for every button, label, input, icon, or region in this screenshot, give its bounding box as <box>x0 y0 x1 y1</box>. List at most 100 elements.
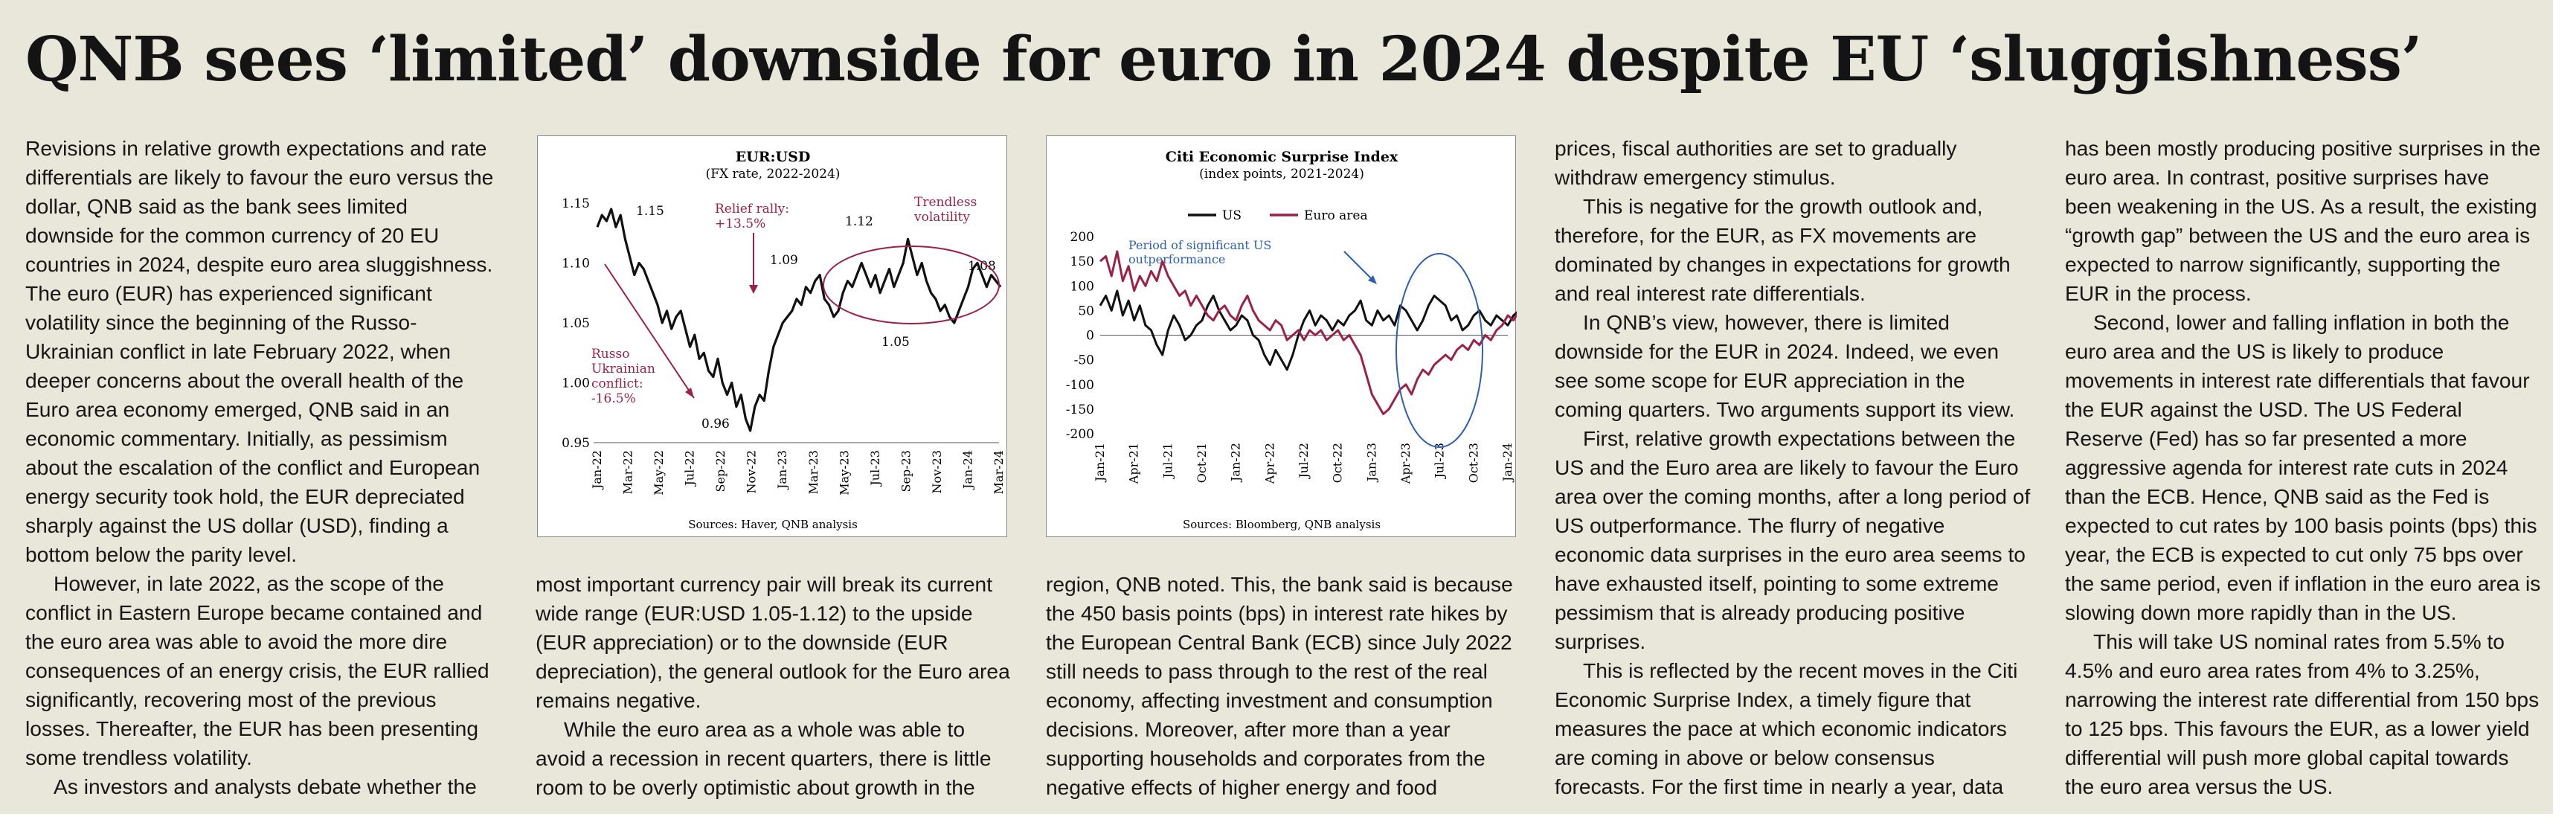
ukrainian-label: Ukrainian <box>591 362 655 376</box>
newspaper-page: QNB sees ‘limited’ downside for euro in … <box>0 0 2553 814</box>
x-tick-label: Oct-22 <box>1331 443 1345 483</box>
x-tick-label: Apr-23 <box>1398 443 1413 484</box>
paragraph: First, relative growth expectations betw… <box>1555 426 2031 653</box>
x-tick-label: Jan-24 <box>1500 443 1515 483</box>
chart-title: Citi Economic Surprise Index <box>1166 149 1398 165</box>
outperformance-arrowhead <box>1368 275 1377 284</box>
paragraph: As investors and analysts debate whether… <box>54 774 477 798</box>
y-tick-label: 200 <box>1070 230 1094 245</box>
chart-subtitle: (index points, 2021-2024) <box>1199 167 1364 182</box>
y-tick-label: 50 <box>1078 304 1094 318</box>
conflict-label: conflict: <box>591 376 643 391</box>
label-1-05: 1.05 <box>881 335 910 350</box>
paragraph: region, QNB noted. This, the bank said i… <box>1046 572 1513 799</box>
y-tick-label: 0.95 <box>562 436 590 451</box>
x-axis-ticks: Jan-21 Apr-21 Jul-21 Oct-21 Jan-22 Apr-22 Jul-… <box>1093 443 1515 484</box>
citi-surprise-chart-svg: Citi Economic Surprise Index (index poin… <box>1066 149 1517 531</box>
x-tick-label: Nov-23 <box>930 450 944 493</box>
x-tick-label: Jul-23 <box>868 450 882 487</box>
citi-surprise-chart: Citi Economic Surprise Index (index poin… <box>1046 135 1517 537</box>
label-1-08: 1.08 <box>968 259 996 274</box>
y-tick-label: 150 <box>1070 254 1094 269</box>
y-axis-ticks: 0.95 1.00 1.05 1.10 1.15 <box>562 196 590 451</box>
article-column-5: has been mostly producing positive surpr… <box>2065 134 2541 801</box>
y-tick-label: -50 <box>1074 353 1094 368</box>
x-tick-label: Apr-21 <box>1127 443 1141 484</box>
x-tick-label: Jul-21 <box>1160 443 1175 480</box>
label-0-96: 0.96 <box>701 417 730 432</box>
chart-subtitle: (FX rate, 2022-2024) <box>706 167 841 182</box>
label-1-15-peak: 1.15 <box>636 204 664 219</box>
paragraph: In QNB’s view, however, there is limited… <box>1555 310 2015 421</box>
x-tick-label: Oct-21 <box>1195 443 1209 483</box>
x-tick-label: Jan-21 <box>1093 443 1107 483</box>
volatility-label: volatility <box>913 210 970 225</box>
x-tick-label: May-23 <box>837 450 851 495</box>
x-tick-label: Jan-23 <box>775 450 789 490</box>
y-tick-label: 100 <box>1070 279 1094 294</box>
y-tick-label: 1.05 <box>562 316 590 331</box>
paragraph: However, in late 2022, as the scope of t… <box>25 571 489 769</box>
eurusd-series-line <box>596 208 1002 432</box>
paragraph: most important currency pair will break … <box>536 572 1010 712</box>
x-tick-label: Mar-24 <box>992 450 1006 494</box>
paragraph: Second, lower and falling inflation in b… <box>2065 310 2541 624</box>
euro-area-series-line <box>1099 250 1517 415</box>
y-tick-label: 1.15 <box>562 196 590 211</box>
eurusd-chart: EUR:USD (FX rate, 2022-2024) 0.95 1.00 1.0… <box>537 135 1007 537</box>
recent-reversal-ellipse <box>1395 253 1483 448</box>
eurusd-chart-svg: EUR:USD (FX rate, 2022-2024) 0.95 1.00 1.0… <box>562 149 1006 531</box>
x-tick-label: Jan-23 <box>1364 443 1378 483</box>
outperformance-arrow <box>1343 251 1375 282</box>
x-tick-label: Sep-23 <box>899 450 913 492</box>
x-tick-label: Apr-22 <box>1262 443 1276 484</box>
chart-source: Sources: Haver, QNB analysis <box>688 518 858 531</box>
relief-rally-label: Relief rally: <box>715 202 789 216</box>
y-tick-label: 0 <box>1086 329 1094 344</box>
article-column-1: Revisions in relative growth expectation… <box>25 134 501 801</box>
conflict-arrowhead <box>685 388 694 398</box>
article-column-3: region, QNB noted. This, the bank said i… <box>1046 570 1522 802</box>
y-tick-label: -200 <box>1066 427 1094 442</box>
x-tick-label: Mar-23 <box>806 450 820 494</box>
russo-label: Russo <box>591 347 629 362</box>
x-tick-label: Nov-22 <box>745 450 759 493</box>
chart-source: Sources: Bloomberg, QNB analysis <box>1183 518 1381 531</box>
article-column-4: prices, fiscal authorities are set to gr… <box>1555 134 2031 801</box>
paragraph: This is negative for the growth outlook … <box>1555 194 2011 305</box>
trendless-label: Trendless <box>914 195 977 210</box>
paragraph: This is reflected by the recent moves in… <box>1555 658 2018 798</box>
y-tick-label: 1.10 <box>562 257 590 272</box>
paragraph: has been mostly producing positive surpr… <box>2065 136 2541 305</box>
x-tick-label: Jul-23 <box>1433 443 1447 480</box>
paragraph: This will take US nominal rates from 5.5… <box>2065 629 2540 798</box>
us-outperformance-label: Period of significant US <box>1128 238 1271 252</box>
article-column-2: most important currency pair will break … <box>536 570 1012 802</box>
legend-label-us: US <box>1222 208 1242 223</box>
y-tick-label: 1.00 <box>562 376 590 391</box>
legend-label-euro: Euro area <box>1304 208 1368 223</box>
y-axis-ticks: 200 150 100 50 0 -50 -100 -150 -200 <box>1066 230 1094 442</box>
y-tick-label: -150 <box>1066 402 1094 417</box>
x-tick-label: Jan-24 <box>960 450 974 490</box>
trendless-ellipse <box>823 246 1000 324</box>
y-tick-label: -100 <box>1066 378 1094 393</box>
conflict-arrow <box>604 263 695 399</box>
x-tick-label: Jul-22 <box>1297 443 1311 480</box>
rally-arrowhead <box>749 285 758 294</box>
paragraph: Revisions in relative growth expectation… <box>25 136 494 566</box>
chart-title: EUR:USD <box>736 149 811 165</box>
paragraph: prices, fiscal authorities are set to gr… <box>1555 136 1957 189</box>
x-tick-label: Jan-22 <box>1229 443 1243 483</box>
label-1-09: 1.09 <box>770 253 798 268</box>
x-tick-label: Jul-22 <box>683 450 697 487</box>
us-outperformance-label-2: outperformance <box>1128 252 1225 266</box>
label-1-12: 1.12 <box>845 214 873 229</box>
us-series-line <box>1099 289 1517 371</box>
x-tick-label: May-22 <box>652 450 666 495</box>
x-tick-label: Jan-22 <box>590 450 604 490</box>
x-tick-label: Sep-22 <box>713 450 727 492</box>
conflict-value: -16.5% <box>591 391 636 406</box>
x-axis-ticks: Jan-22 Mar-22 May-22 Jul-22 Sep-22 Nov-22 Jan-… <box>590 450 1006 495</box>
relief-rally-value: +13.5% <box>715 216 765 231</box>
